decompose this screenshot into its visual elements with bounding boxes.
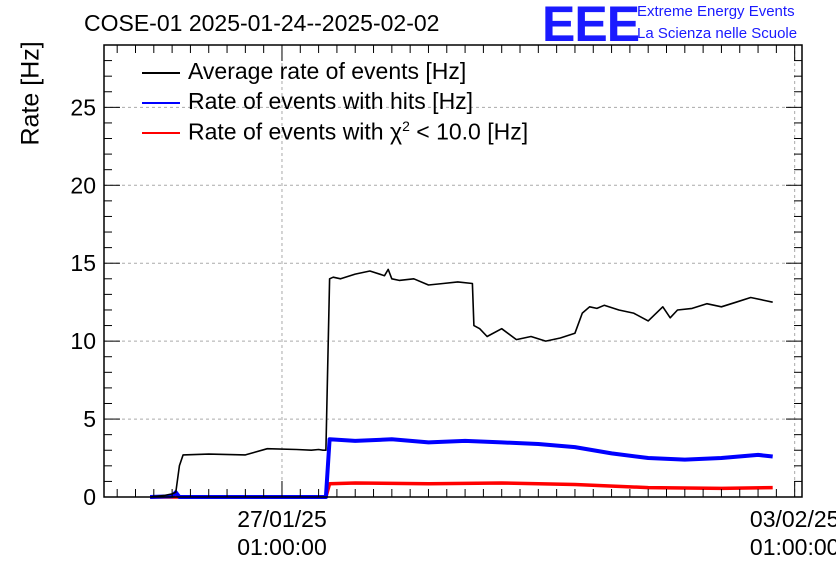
- x-tick-label-time: 01:00:00: [750, 534, 836, 560]
- legend-label-chi2: Rate of events with χ2 < 10.0 [Hz]: [188, 118, 528, 146]
- legend-chi2-sup: 2: [402, 118, 410, 134]
- y-tick-label: 20: [70, 172, 96, 198]
- legend-swatch-hits: [142, 102, 180, 104]
- x-tick-label-date: 03/02/25: [750, 506, 836, 532]
- y-tick-label: 15: [70, 250, 96, 276]
- legend-swatch-average: [142, 72, 180, 74]
- logo-line-2: La Scienza nelle Scuole: [637, 25, 798, 42]
- plot-frame: [103, 44, 803, 498]
- tick-labels: 051015202527/01/2501:00:0003/02/2501:00:…: [70, 94, 836, 560]
- grid-lines: [104, 45, 802, 497]
- y-tick-label: 10: [70, 328, 96, 354]
- chart-title: COSE-01 2025-01-24--2025-02-02: [84, 10, 440, 36]
- series-line-chi2: [150, 481, 773, 499]
- series-line-average: [150, 268, 773, 498]
- legend-label-hits: Rate of events with hits [Hz]: [188, 88, 474, 114]
- axis-ticks: [104, 44, 802, 498]
- legend-chi2-prefix: Rate of events with: [188, 118, 390, 145]
- y-tick-label: 5: [83, 406, 96, 432]
- y-tick-label: 25: [70, 94, 96, 120]
- legend-label-average: Average rate of events [Hz]: [188, 58, 467, 84]
- x-tick-label-date: 27/01/25: [237, 506, 327, 532]
- legend-chi2-suffix: < 10.0 [Hz]: [409, 118, 529, 145]
- series-layer: [150, 268, 773, 499]
- legend-chi2-symbol: χ: [390, 118, 403, 145]
- x-tick-label-time: 01:00:00: [237, 534, 327, 560]
- logo-line-1: Extreme Energy Events: [637, 3, 795, 20]
- eee-logo: EEE: [542, 0, 640, 52]
- y-axis-label: Rate [Hz]: [16, 41, 45, 146]
- y-tick-label: 0: [83, 484, 96, 510]
- legend-swatch-chi2: [142, 132, 180, 134]
